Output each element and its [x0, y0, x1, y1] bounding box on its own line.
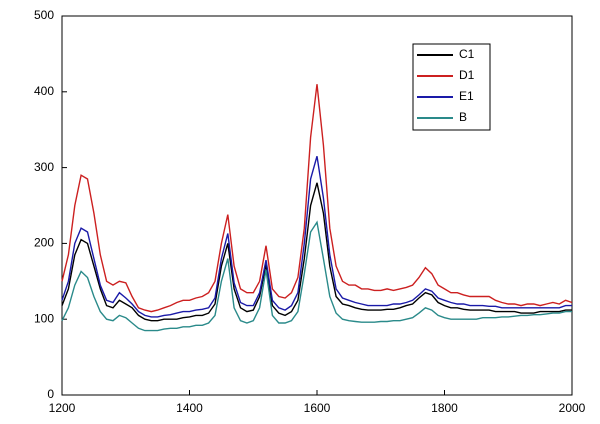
legend-box: [412, 43, 491, 131]
legend-label: B: [459, 110, 467, 124]
y-tick-label: 300: [34, 160, 54, 174]
y-tick-label: 0: [47, 387, 54, 401]
x-tick-label: 1800: [431, 401, 458, 415]
y-tick-label: 200: [34, 236, 54, 250]
legend-label: C1: [459, 47, 475, 61]
y-tick-label: 100: [34, 311, 54, 325]
series-line: [61, 220, 572, 332]
x-tick-label: 1600: [304, 401, 331, 415]
legend-label: E1: [459, 89, 474, 103]
legend-label: D1: [459, 68, 475, 82]
x-tick-label: 1400: [176, 401, 203, 415]
x-tick-label: 1200: [49, 401, 76, 415]
series-line: [61, 84, 573, 313]
plot-frame: [61, 15, 573, 396]
y-tick-label: 500: [34, 8, 54, 22]
y-tick-label: 400: [34, 84, 54, 98]
x-tick-label: 2000: [559, 401, 586, 415]
series-line: [61, 182, 572, 322]
series-line: [61, 156, 572, 318]
